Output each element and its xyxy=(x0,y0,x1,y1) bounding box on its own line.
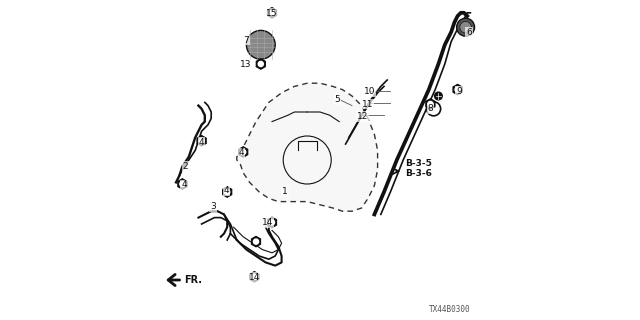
Text: 3: 3 xyxy=(210,202,216,211)
Text: 12: 12 xyxy=(356,112,368,121)
Text: 1: 1 xyxy=(282,188,287,196)
Text: 13: 13 xyxy=(240,60,252,68)
Text: 4: 4 xyxy=(223,186,229,195)
Circle shape xyxy=(180,181,185,187)
Circle shape xyxy=(199,138,204,143)
Polygon shape xyxy=(453,84,462,95)
Polygon shape xyxy=(239,147,248,157)
Polygon shape xyxy=(223,187,232,197)
Text: 14: 14 xyxy=(262,218,273,227)
Polygon shape xyxy=(250,272,259,282)
Text: 9: 9 xyxy=(456,87,462,96)
Circle shape xyxy=(252,274,257,279)
Circle shape xyxy=(269,220,275,225)
Text: 7: 7 xyxy=(243,36,248,44)
Circle shape xyxy=(428,101,433,107)
Text: 2: 2 xyxy=(183,162,188,171)
Circle shape xyxy=(241,149,246,155)
Circle shape xyxy=(457,18,474,36)
Polygon shape xyxy=(178,179,187,189)
Text: 6: 6 xyxy=(466,28,472,36)
Text: 10: 10 xyxy=(364,87,375,96)
Text: 4: 4 xyxy=(239,148,244,157)
Circle shape xyxy=(269,10,275,15)
Text: 14: 14 xyxy=(249,273,260,282)
Text: B-3-6: B-3-6 xyxy=(405,169,431,178)
FancyArrowPatch shape xyxy=(168,275,180,285)
Circle shape xyxy=(259,61,264,67)
Polygon shape xyxy=(197,136,206,146)
Polygon shape xyxy=(257,59,265,69)
Text: 5: 5 xyxy=(335,95,340,104)
Text: TX44B0300: TX44B0300 xyxy=(429,305,470,314)
Circle shape xyxy=(253,239,259,244)
Circle shape xyxy=(455,87,460,92)
Text: 4: 4 xyxy=(181,180,187,189)
Circle shape xyxy=(435,92,442,100)
Polygon shape xyxy=(268,8,276,18)
Text: 15: 15 xyxy=(266,9,277,18)
Circle shape xyxy=(246,30,275,59)
Text: 8: 8 xyxy=(428,104,433,113)
Text: FR.: FR. xyxy=(184,275,202,285)
Polygon shape xyxy=(268,217,276,228)
Text: B-3-5: B-3-5 xyxy=(405,159,431,168)
Polygon shape xyxy=(252,236,260,247)
Circle shape xyxy=(225,189,230,195)
Circle shape xyxy=(460,21,471,33)
Polygon shape xyxy=(237,83,378,211)
Text: 4: 4 xyxy=(199,138,204,147)
Polygon shape xyxy=(426,99,435,109)
Text: 11: 11 xyxy=(362,100,373,108)
